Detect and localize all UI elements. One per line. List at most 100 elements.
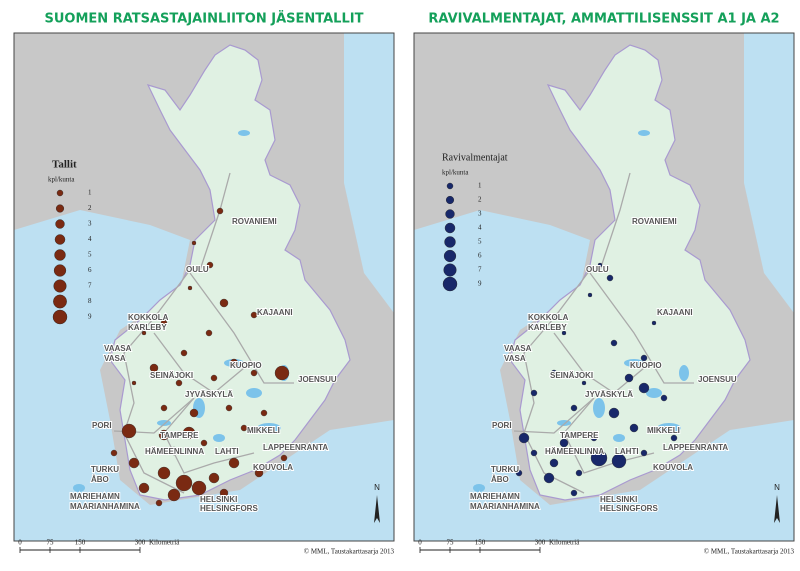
map-dot <box>575 469 583 477</box>
map-dot <box>670 434 678 442</box>
city-label: MIKKELI <box>247 426 280 435</box>
city-label: MARIEHAMN <box>470 492 520 501</box>
map-frame <box>413 32 795 542</box>
map-dot <box>228 457 240 469</box>
map-dot <box>200 439 208 447</box>
legend-value: 9 <box>88 313 92 321</box>
map-dot <box>640 354 648 362</box>
city-label: LAHTI <box>615 447 639 456</box>
city-label: MAARIANHAMINA <box>70 502 140 511</box>
map-panel: SUOMEN RATSASTAJAINLIITON JÄSENTALLIT ROV… <box>13 11 395 556</box>
map-dot <box>610 339 618 347</box>
map-dot <box>597 262 603 268</box>
legend-unit: kpl/kunta <box>442 169 469 177</box>
legend-symbol <box>55 204 65 213</box>
city-label: PORI <box>92 421 112 430</box>
panel-title: RAVIVALMENTAJAT, AMMATTILISENSSIT A1 JA … <box>428 12 779 27</box>
map-dot <box>182 426 196 440</box>
city-label: KOKKOLA <box>528 313 569 322</box>
map-dot <box>254 468 264 478</box>
map-dot <box>180 349 188 357</box>
legend-value: 4 <box>478 224 482 232</box>
legend-symbol <box>54 249 66 261</box>
city-label: HÄMEENLINNA <box>545 447 604 456</box>
legend-symbol <box>442 276 458 292</box>
legend-symbol <box>443 249 457 263</box>
map-dot <box>606 274 614 282</box>
map-dot <box>206 261 214 269</box>
legend-title: Tallit <box>52 159 77 171</box>
legend-symbol <box>53 264 67 277</box>
city-label: TURKU <box>91 465 119 474</box>
scale-label: 0 <box>18 539 22 547</box>
legend-value: 5 <box>88 251 92 259</box>
legend-title: Ravivalmentajat <box>442 152 508 163</box>
city-label: TAMPERE <box>560 431 599 440</box>
city-label: LAHTI <box>215 447 239 456</box>
credit: © MML, Taustakarttasarja 2013 <box>704 548 795 556</box>
map-dot <box>208 472 220 484</box>
city-label: VASA <box>504 354 526 363</box>
map-dot <box>167 488 181 502</box>
city-label: HELSINGFORS <box>600 504 658 513</box>
scale-label: 0 <box>418 539 422 547</box>
map-dot <box>280 454 288 462</box>
legend-value: 1 <box>478 182 482 190</box>
map-dot <box>608 407 620 419</box>
map-dot <box>660 394 668 402</box>
legend-symbol <box>56 189 64 197</box>
city-label: JYVÄSKYLÄ <box>185 390 233 399</box>
map-dot <box>169 446 179 456</box>
map-dot <box>611 453 627 469</box>
map-dot <box>587 292 593 298</box>
map-dot <box>549 458 559 468</box>
map-dot <box>561 330 567 336</box>
north-arrow-shape <box>374 495 380 523</box>
legend-symbol <box>445 195 455 205</box>
legend-value: 3 <box>478 210 482 218</box>
legend-value: 2 <box>88 204 92 212</box>
legend-symbol <box>444 236 456 248</box>
panel-title: SUOMEN RATSASTAJAINLIITON JÄSENTALLIT <box>45 11 364 27</box>
city-label: KUOPIO <box>630 361 662 370</box>
legend-symbol <box>53 294 67 309</box>
map-dot <box>250 369 258 377</box>
map-dot <box>274 365 290 381</box>
legend-symbol <box>446 182 454 190</box>
map-dot <box>128 457 140 469</box>
scale-unit: Kilometriä <box>149 539 180 547</box>
legend-value: 8 <box>88 297 92 305</box>
legend-value: 3 <box>88 220 92 228</box>
city-label: JOENSUU <box>298 375 337 384</box>
map-base <box>414 33 794 541</box>
city-label: KARLEBY <box>128 323 167 332</box>
map-dot <box>624 373 634 383</box>
city-label: KOUVOLA <box>253 463 293 472</box>
city-label: ROVANIEMI <box>232 217 277 226</box>
city-label: KAJAANI <box>657 308 693 317</box>
scale-label: 75 <box>47 539 55 547</box>
city-label: TURKU <box>491 465 519 474</box>
legend-value: 2 <box>478 196 482 204</box>
city-label: MARIEHAMN <box>70 492 120 501</box>
map-dot <box>175 379 183 387</box>
legend-value: 7 <box>88 282 92 290</box>
map-dot <box>225 404 233 412</box>
map-dot <box>240 424 248 432</box>
map-frame <box>13 32 395 542</box>
map-dot <box>543 472 555 484</box>
city-label: SEINÄJOKI <box>150 371 193 380</box>
city-label: ÅBO <box>91 475 109 484</box>
map-dot <box>515 469 523 477</box>
map-dot <box>187 285 193 291</box>
city-label: JYVÄSKYLÄ <box>585 390 633 399</box>
city-label: HÄMEENLINNA <box>145 447 204 456</box>
map-dot <box>160 404 168 412</box>
legend-symbol <box>52 309 68 325</box>
map-dot <box>160 319 168 327</box>
map-dot <box>210 374 218 382</box>
map-dot <box>229 358 239 368</box>
map-dot <box>110 449 118 457</box>
city-label: KARLEBY <box>528 323 567 332</box>
